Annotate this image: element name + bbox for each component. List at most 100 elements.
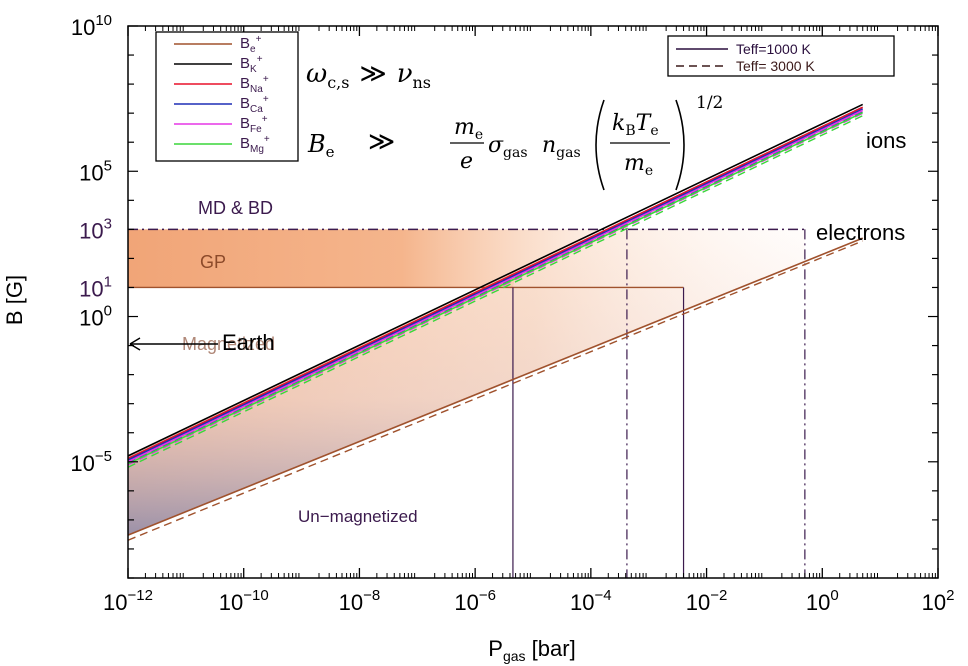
eq2-paren-left bbox=[596, 100, 604, 190]
y-tick-exp-1: 0 bbox=[104, 303, 112, 320]
y-tick-base-0: 10 bbox=[70, 451, 94, 476]
y-tick-label-4: 105 bbox=[79, 157, 112, 185]
eq2-inner-t-sub: e bbox=[650, 123, 658, 139]
y-tick-exp-0: −5 bbox=[95, 448, 112, 465]
label-earth: Earth bbox=[222, 330, 275, 355]
eq2-lhs-main: B bbox=[307, 130, 326, 158]
eq1-lhs: ω bbox=[306, 59, 327, 89]
y-tick-base-3: 10 bbox=[79, 218, 103, 243]
legend-label-sub-2: Na bbox=[250, 84, 263, 95]
x-tick-base-2: 10 bbox=[339, 590, 363, 615]
eq2-inner-k-sub: B bbox=[625, 123, 635, 139]
x-axis-label: Pgas [bar] bbox=[488, 636, 575, 664]
x-tick-exp-6: 0 bbox=[830, 587, 838, 604]
eq2-sigma-main: σ bbox=[488, 133, 504, 158]
linestyle-legend: Teff=1000 K Teff= 3000 K bbox=[668, 36, 894, 76]
legend-label-sup-2: + bbox=[263, 74, 269, 85]
legend-label-sub-0: e bbox=[250, 44, 256, 55]
y-tick-label-1: 100 bbox=[79, 303, 112, 331]
eq2-sigma-sub: gas bbox=[503, 145, 528, 161]
legend-label-main-0: B bbox=[240, 35, 250, 52]
x-tick-label-3: 10−6 bbox=[454, 587, 496, 615]
x-tick-label-7: 102 bbox=[922, 587, 955, 615]
legend-label-main-1: B bbox=[240, 55, 250, 72]
eq2-n: ngas bbox=[542, 133, 581, 161]
x-tick-label-5: 10−2 bbox=[686, 587, 728, 615]
legend-label-main-4: B bbox=[240, 115, 250, 132]
equation-1: ωc,s ≫ νns bbox=[306, 59, 431, 92]
x-tick-exp-5: −2 bbox=[710, 587, 727, 604]
eq2-inner-den: me bbox=[624, 151, 653, 179]
y-tick-label-2: 101 bbox=[79, 273, 112, 301]
eq2-sigma: σgas bbox=[488, 133, 528, 161]
species-legend-box bbox=[156, 32, 298, 161]
eq2-frac-num-sub: e bbox=[475, 127, 483, 143]
linestyle-legend-solid-label: Teff=1000 K bbox=[736, 41, 812, 57]
x-tick-base-4: 10 bbox=[570, 590, 594, 615]
eq2-lhs: Be bbox=[307, 130, 335, 161]
x-tick-base-7: 10 bbox=[922, 590, 946, 615]
eq2-frac-num: me bbox=[454, 115, 483, 143]
x-axis-label-main: P bbox=[488, 636, 503, 661]
legend-label-sub-4: Fe bbox=[250, 124, 262, 135]
x-tick-exp-3: −6 bbox=[479, 587, 496, 604]
eq2-n-sub: gas bbox=[556, 145, 581, 161]
x-tick-exp-1: −10 bbox=[243, 587, 268, 604]
y-tick-exp-4: 5 bbox=[104, 157, 112, 174]
x-tick-label-0: 10−12 bbox=[103, 587, 153, 615]
label-md-bd: MD & BD bbox=[198, 198, 273, 218]
eq1-lhs-sub: c,s bbox=[327, 73, 349, 92]
eq1-rhs: ν bbox=[397, 59, 413, 89]
eq2-inner-den-sub: e bbox=[645, 163, 653, 179]
y-tick-base-5: 10 bbox=[71, 15, 95, 40]
legend-label-sup-5: + bbox=[264, 134, 270, 145]
legend-label-sup-3: + bbox=[263, 94, 269, 105]
x-tick-label-1: 10−10 bbox=[219, 587, 269, 615]
x-tick-exp-7: 2 bbox=[946, 587, 954, 604]
eq1-op: ≫ bbox=[359, 59, 386, 89]
eq2-paren-right bbox=[676, 100, 684, 190]
eq2-inner-k: k bbox=[612, 111, 625, 136]
eq2-inner-num: kBTe bbox=[612, 111, 659, 139]
label-gp: GP bbox=[200, 252, 226, 272]
y-tick-label-3: 103 bbox=[79, 215, 112, 243]
x-axis-label-unit: [bar] bbox=[526, 636, 576, 661]
x-tick-base-3: 10 bbox=[454, 590, 478, 615]
legend-label-sub-5: Mg bbox=[250, 144, 264, 155]
y-tick-base-1: 10 bbox=[79, 306, 103, 331]
eq2-n-main: n bbox=[542, 133, 556, 158]
series-dashed-4 bbox=[128, 113, 863, 465]
y-tick-label-5: 1010 bbox=[71, 12, 112, 40]
species-legend: Be+BK+BNa+BCa+BFe+BMg+ bbox=[156, 32, 298, 161]
y-tick-exp-2: 1 bbox=[104, 273, 112, 290]
series-dashed-5 bbox=[128, 116, 863, 468]
x-tick-exp-2: −8 bbox=[363, 587, 380, 604]
x-tick-base-1: 10 bbox=[219, 590, 243, 615]
legend-label-main-5: B bbox=[240, 135, 250, 152]
eq2-op: ≫ bbox=[368, 127, 395, 157]
eq2-inner-den-main: m bbox=[624, 151, 645, 176]
x-tick-exp-0: −12 bbox=[128, 587, 153, 604]
eq2-lhs-sub: e bbox=[326, 143, 335, 161]
eq2-power: 1/2 bbox=[696, 93, 723, 113]
legend-label-sup-4: + bbox=[262, 114, 268, 125]
label-unmagnetized: Un−magnetized bbox=[298, 507, 418, 526]
y-tick-exp-3: 3 bbox=[104, 215, 112, 232]
y-tick-label-0: 10−5 bbox=[70, 448, 112, 476]
eq2-frac-den: e bbox=[460, 149, 473, 174]
x-tick-label-4: 10−4 bbox=[570, 587, 612, 615]
legend-label-sup-1: + bbox=[257, 54, 263, 65]
legend-label-sup-0: + bbox=[256, 34, 262, 45]
series-solid-5 bbox=[128, 113, 863, 464]
label-electrons: electrons bbox=[816, 220, 905, 245]
equation-2: Be ≫ me e σgas ngas kBTe me 1/2 bbox=[307, 93, 723, 190]
x-tick-base-0: 10 bbox=[103, 590, 127, 615]
legend-label-main-3: B bbox=[240, 95, 250, 112]
legend-label-sub-1: K bbox=[250, 64, 257, 75]
eq1-rhs-sub: ns bbox=[413, 73, 432, 92]
label-ions: ions bbox=[866, 128, 906, 153]
y-axis-label: B [G] bbox=[2, 275, 27, 325]
y-tick-base-4: 10 bbox=[79, 160, 103, 185]
eq2-frac-num-main: m bbox=[454, 115, 475, 140]
